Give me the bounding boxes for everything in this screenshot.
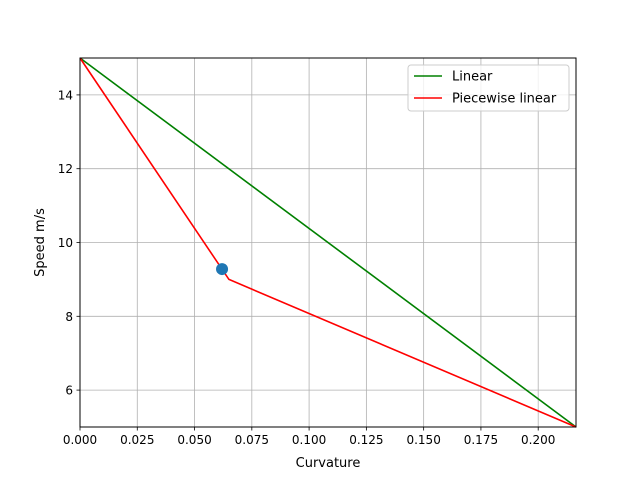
marker-point-0: [216, 263, 229, 276]
legend-label-1: Piecewise linear: [452, 92, 557, 107]
x-axis-label: Curvature: [296, 456, 361, 471]
series-lines: [79, 57, 577, 428]
y-axis-ticks: 6 8 10 12 14: [58, 88, 80, 398]
x-tick-label: 0.075: [235, 433, 269, 447]
legend-box: [407, 64, 570, 112]
legend: Linear Piecewise linear: [407, 64, 570, 112]
y-tick-label: 12: [58, 162, 73, 176]
grid: [79, 58, 576, 427]
x-tick-label: 0.200: [521, 433, 555, 447]
x-tick-label: 0.050: [177, 433, 211, 447]
markers: [216, 263, 229, 276]
series-line-1: [79, 57, 577, 428]
x-tick-label: 0.175: [464, 433, 498, 447]
x-tick-label: 0.125: [349, 433, 383, 447]
x-tick-label: 0.150: [406, 433, 440, 447]
x-tick-label: 0.100: [292, 433, 326, 447]
y-tick-label: 6: [65, 384, 73, 398]
x-axis-ticks: 0.000 0.025 0.050 0.075 0.100 0.125 0.150 0.175…: [63, 427, 555, 447]
x-tick-label: 0.000: [63, 433, 97, 447]
y-tick-label: 10: [58, 236, 73, 250]
y-tick-label: 8: [65, 310, 73, 324]
legend-label-0: Linear: [452, 70, 493, 85]
x-tick-label: 0.025: [120, 433, 154, 447]
y-tick-label: 14: [58, 88, 73, 102]
y-axis-label: Speed m/s: [33, 208, 48, 277]
series-line-0: [79, 57, 577, 428]
